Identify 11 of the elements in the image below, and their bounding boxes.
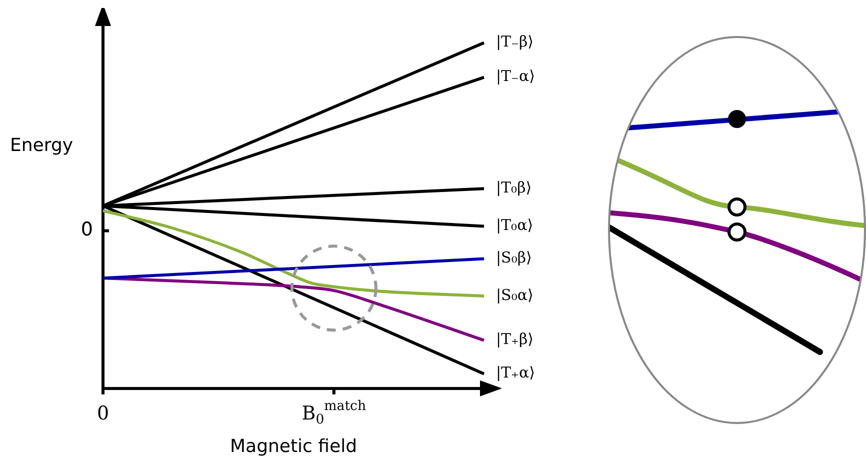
series-label: |T₊α⟩ [496,364,535,382]
y-axis-title: Energy [10,135,74,156]
series-label: |T₀α⟩ [496,216,534,234]
series-label: |T₋β⟩ [496,32,534,51]
series-label: |T₋α⟩ [496,67,535,86]
x-axis-title: Magnetic field [230,436,357,457]
series-label: |T₀β⟩ [496,178,532,196]
series-label: |S₀β⟩ [496,248,532,267]
series-label: |T₊β⟩ [496,330,534,348]
text: 0 [80,218,93,241]
series-label: |S₀α⟩ [496,286,534,304]
